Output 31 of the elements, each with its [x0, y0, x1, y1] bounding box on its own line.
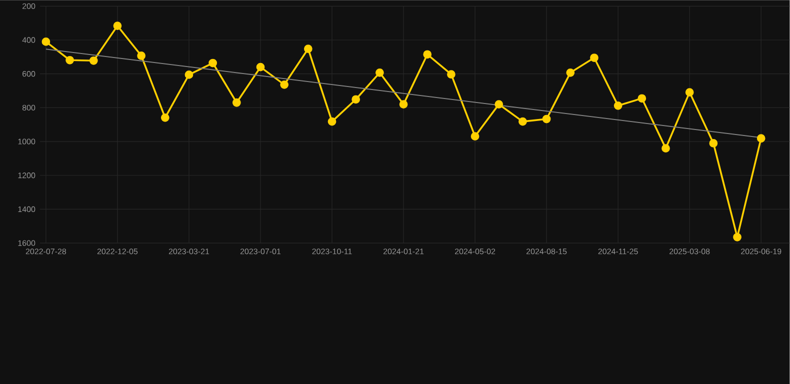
point [542, 114, 551, 124]
point [638, 94, 646, 103]
point [423, 50, 432, 59]
point [518, 117, 527, 126]
point [160, 113, 170, 122]
point [614, 101, 622, 110]
point [184, 70, 194, 79]
point [494, 100, 504, 109]
point [137, 52, 146, 60]
point [709, 139, 718, 148]
point [566, 68, 575, 77]
point [352, 95, 360, 104]
point [256, 62, 265, 72]
point [208, 58, 218, 68]
point [304, 44, 312, 54]
point [113, 22, 122, 30]
point [232, 98, 241, 107]
point [280, 80, 289, 89]
point [470, 132, 480, 140]
point [375, 68, 384, 77]
point [328, 117, 336, 126]
point [89, 56, 98, 65]
point [447, 70, 456, 79]
point [662, 144, 670, 153]
point [590, 54, 598, 62]
point [66, 56, 74, 64]
point [42, 38, 50, 46]
point [685, 88, 694, 96]
point [756, 134, 766, 143]
point [733, 232, 742, 242]
point [399, 100, 408, 109]
